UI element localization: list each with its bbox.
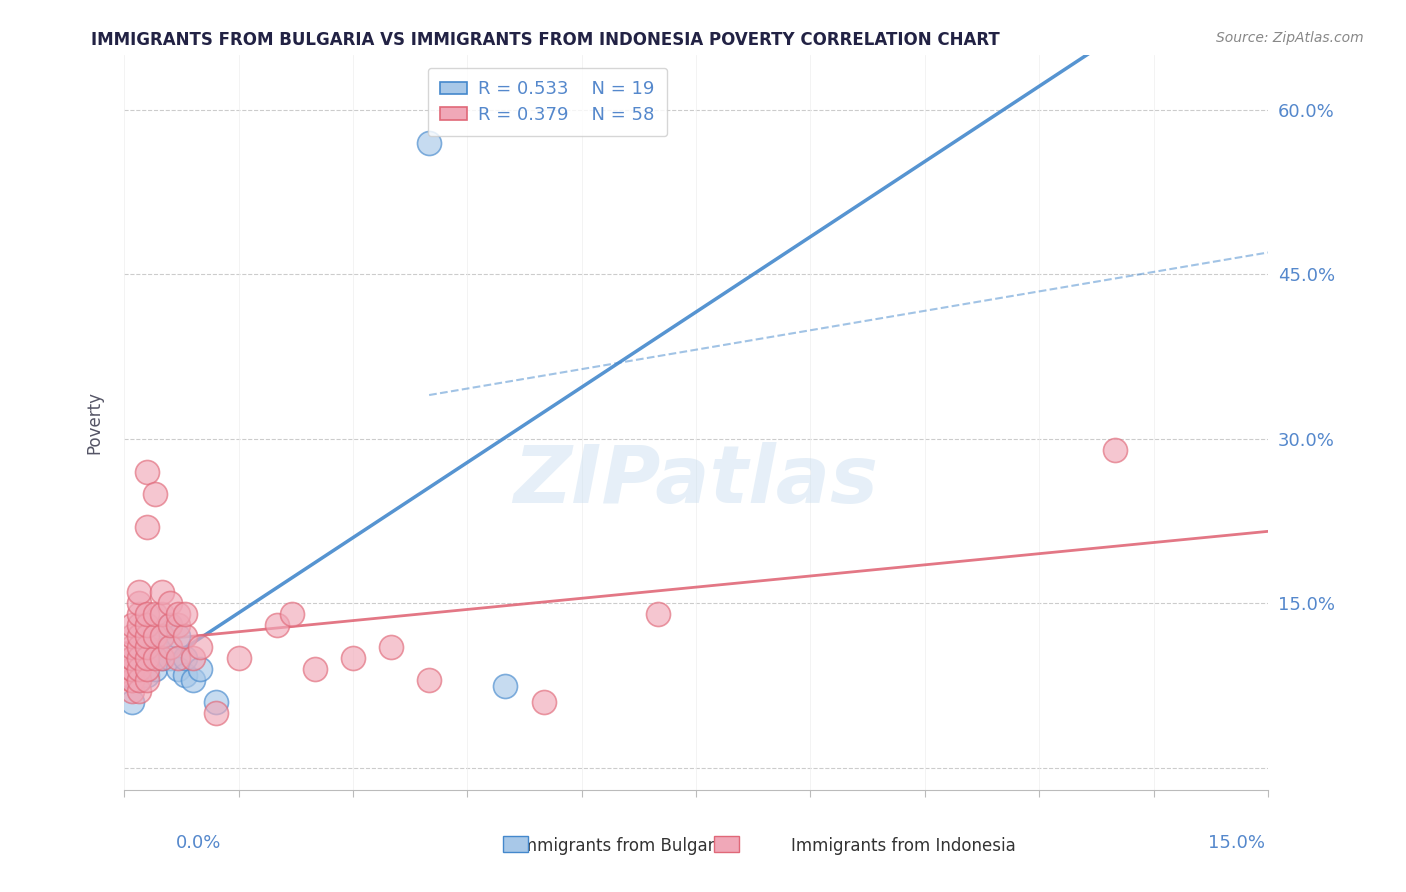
Point xyxy=(136,640,159,655)
Text: Immigrants from Bulgaria: Immigrants from Bulgaria xyxy=(516,837,728,855)
Point xyxy=(533,695,555,709)
Point xyxy=(204,695,226,709)
Point xyxy=(128,684,150,698)
Point xyxy=(121,673,143,687)
Point xyxy=(121,662,143,676)
Point xyxy=(136,607,159,622)
Point xyxy=(159,618,181,632)
Point xyxy=(181,673,204,687)
Point xyxy=(159,618,181,632)
Point xyxy=(418,673,440,687)
Point xyxy=(150,651,173,665)
Point xyxy=(121,684,143,698)
Point xyxy=(150,607,173,622)
Y-axis label: Poverty: Poverty xyxy=(86,391,103,454)
Point xyxy=(150,629,173,643)
Point xyxy=(136,651,159,665)
Point xyxy=(159,651,181,665)
Point xyxy=(181,651,204,665)
Point xyxy=(204,706,226,720)
Point xyxy=(281,607,304,622)
Point xyxy=(647,607,669,622)
Point xyxy=(121,640,143,655)
Point xyxy=(166,651,188,665)
Point xyxy=(342,651,364,665)
Point xyxy=(150,585,173,599)
Point xyxy=(266,618,288,632)
Point xyxy=(304,662,326,676)
Point xyxy=(1104,442,1126,457)
Point xyxy=(128,596,150,610)
Point xyxy=(143,651,166,665)
Point xyxy=(128,585,150,599)
Point xyxy=(143,487,166,501)
Point xyxy=(128,662,150,676)
Point xyxy=(143,629,166,643)
Point xyxy=(150,651,173,665)
Point xyxy=(121,673,143,687)
Text: 0.0%: 0.0% xyxy=(176,834,221,852)
Point xyxy=(128,651,150,665)
Point xyxy=(128,618,150,632)
Legend: R = 0.533    N = 19, R = 0.379    N = 58: R = 0.533 N = 19, R = 0.379 N = 58 xyxy=(427,68,666,136)
Point xyxy=(190,662,212,676)
Point xyxy=(174,667,197,681)
Point xyxy=(121,629,143,643)
Point xyxy=(136,629,159,643)
Point xyxy=(128,607,150,622)
Point xyxy=(128,673,150,687)
Point xyxy=(166,662,188,676)
Point xyxy=(121,651,143,665)
Point xyxy=(174,651,197,665)
Text: IMMIGRANTS FROM BULGARIA VS IMMIGRANTS FROM INDONESIA POVERTY CORRELATION CHART: IMMIGRANTS FROM BULGARIA VS IMMIGRANTS F… xyxy=(91,31,1000,49)
Point xyxy=(380,640,402,655)
Point xyxy=(136,673,159,687)
Text: Source: ZipAtlas.com: Source: ZipAtlas.com xyxy=(1216,31,1364,45)
Point xyxy=(159,640,181,655)
Point xyxy=(136,662,159,676)
Point xyxy=(174,629,197,643)
Point xyxy=(128,651,150,665)
Point xyxy=(166,618,188,632)
Point xyxy=(166,629,188,643)
Text: ZIPatlas: ZIPatlas xyxy=(513,442,879,520)
Point xyxy=(494,679,516,693)
Point xyxy=(143,607,166,622)
Point xyxy=(121,695,143,709)
Point xyxy=(121,651,143,665)
Point xyxy=(143,662,166,676)
Point xyxy=(121,662,143,676)
Point xyxy=(166,607,188,622)
Point xyxy=(174,607,197,622)
Point xyxy=(136,618,159,632)
Point xyxy=(159,596,181,610)
Point xyxy=(128,640,150,655)
Point xyxy=(121,618,143,632)
Point xyxy=(128,629,150,643)
Point xyxy=(228,651,250,665)
Point xyxy=(418,136,440,150)
Point xyxy=(128,673,150,687)
Point xyxy=(136,519,159,533)
Point xyxy=(136,465,159,479)
Point xyxy=(136,667,159,681)
Text: 15.0%: 15.0% xyxy=(1208,834,1265,852)
Point xyxy=(143,640,166,655)
Point xyxy=(150,629,173,643)
Text: Immigrants from Indonesia: Immigrants from Indonesia xyxy=(792,837,1015,855)
Point xyxy=(190,640,212,655)
